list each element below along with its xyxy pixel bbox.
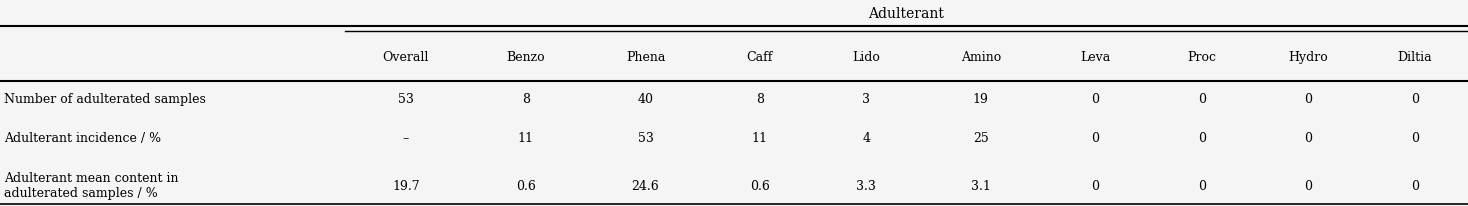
Text: Leva: Leva	[1080, 51, 1110, 64]
Text: 11: 11	[752, 132, 768, 144]
Text: Overall: Overall	[383, 51, 429, 64]
Text: 0: 0	[1411, 92, 1418, 105]
Text: –: –	[402, 132, 410, 144]
Text: 24.6: 24.6	[631, 179, 659, 192]
Text: 3: 3	[862, 92, 871, 105]
Text: 0: 0	[1304, 132, 1312, 144]
Text: 53: 53	[398, 92, 414, 105]
Text: Caff: Caff	[747, 51, 774, 64]
Text: 0: 0	[1304, 92, 1312, 105]
Text: 0: 0	[1198, 179, 1205, 192]
Text: 19.7: 19.7	[392, 179, 420, 192]
Text: 25: 25	[973, 132, 988, 144]
Text: 0: 0	[1198, 132, 1205, 144]
Text: 40: 40	[637, 92, 653, 105]
Text: Amino: Amino	[960, 51, 1001, 64]
Text: 19: 19	[973, 92, 988, 105]
Text: Benzo: Benzo	[506, 51, 545, 64]
Text: Adulterant incidence / %: Adulterant incidence / %	[4, 132, 161, 144]
Text: Phena: Phena	[625, 51, 665, 64]
Text: 53: 53	[637, 132, 653, 144]
Text: 8: 8	[521, 92, 530, 105]
Text: Proc: Proc	[1188, 51, 1216, 64]
Text: 11: 11	[518, 132, 534, 144]
Text: Adulterant mean content in
adulterated samples / %: Adulterant mean content in adulterated s…	[4, 171, 179, 199]
Text: 0: 0	[1411, 179, 1418, 192]
Text: Adulterant: Adulterant	[869, 7, 944, 21]
Text: 0: 0	[1411, 132, 1418, 144]
Text: 8: 8	[756, 92, 763, 105]
Text: Lido: Lido	[853, 51, 881, 64]
Text: 3.3: 3.3	[856, 179, 876, 192]
Text: Diltia: Diltia	[1398, 51, 1433, 64]
Text: Hydro: Hydro	[1289, 51, 1329, 64]
Text: 0.6: 0.6	[515, 179, 536, 192]
Text: 4: 4	[862, 132, 871, 144]
Text: 0.6: 0.6	[750, 179, 769, 192]
Text: Number of adulterated samples: Number of adulterated samples	[4, 92, 207, 105]
Text: 0: 0	[1091, 132, 1100, 144]
Text: 0: 0	[1091, 179, 1100, 192]
Text: 0: 0	[1091, 92, 1100, 105]
Text: 0: 0	[1198, 92, 1205, 105]
Text: 3.1: 3.1	[970, 179, 991, 192]
Text: 0: 0	[1304, 179, 1312, 192]
